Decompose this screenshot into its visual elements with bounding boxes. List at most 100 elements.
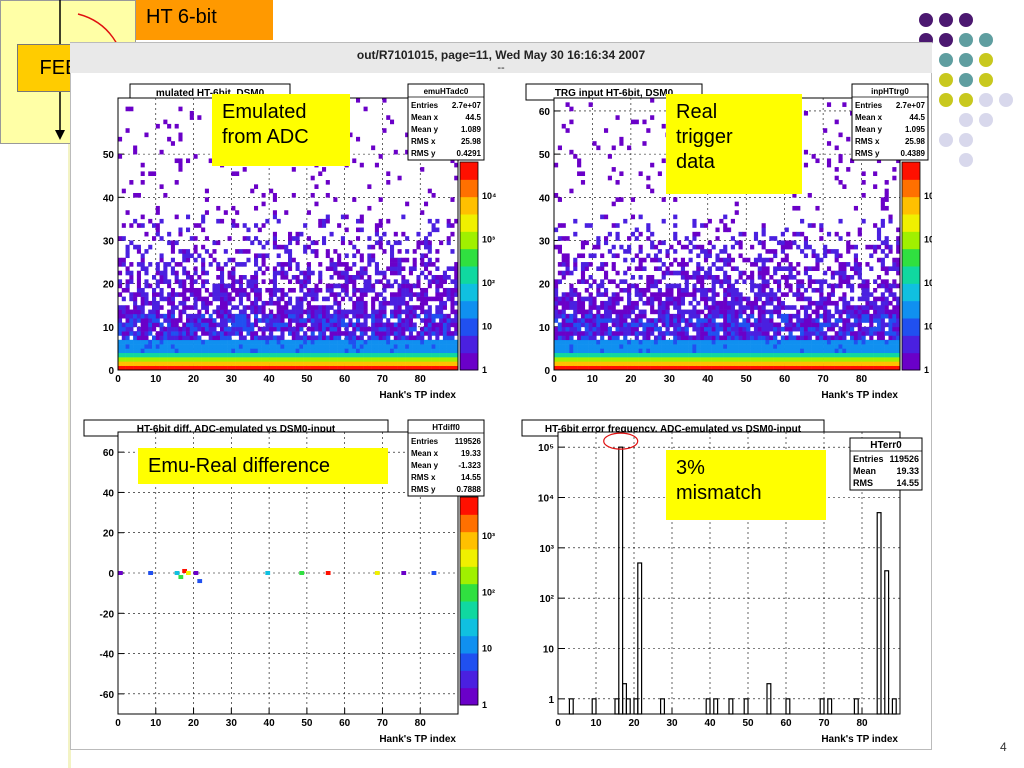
heatmap-cell bbox=[665, 365, 670, 371]
z-color-band bbox=[460, 497, 478, 515]
heatmap-cell bbox=[189, 318, 194, 323]
heatmap-cell bbox=[174, 318, 179, 323]
heatmap-cell bbox=[619, 136, 624, 142]
heatmap-cell bbox=[189, 287, 194, 293]
heatmap-cell bbox=[257, 365, 262, 371]
heatmap-cell bbox=[819, 361, 824, 366]
stats-key: Mean y bbox=[411, 461, 439, 470]
heatmap-cell bbox=[588, 292, 593, 297]
heatmap-cell bbox=[865, 287, 870, 293]
heatmap-cell bbox=[650, 352, 655, 358]
heatmap-cell bbox=[416, 335, 421, 341]
heatmap-cell bbox=[692, 292, 697, 297]
heatmap-cell bbox=[623, 218, 628, 224]
heatmap-cell bbox=[780, 365, 785, 371]
heatmap-cell bbox=[727, 361, 732, 366]
heatmap-cell bbox=[673, 296, 678, 302]
heatmap-cell bbox=[738, 231, 743, 237]
heatmap-cell bbox=[873, 184, 878, 189]
heatmap-cell bbox=[310, 331, 315, 336]
heatmap-cell bbox=[227, 275, 232, 280]
heatmap-cell bbox=[378, 309, 383, 315]
heatmap-cell bbox=[186, 227, 191, 233]
heatmap-cell bbox=[615, 339, 620, 345]
heatmap-cell bbox=[235, 357, 240, 362]
heatmap-cell bbox=[295, 300, 300, 306]
heatmap-cell bbox=[738, 253, 743, 259]
heatmap-cell bbox=[742, 309, 747, 315]
heatmap-cell bbox=[850, 244, 855, 250]
heatmap-cell bbox=[291, 335, 296, 341]
heatmap-cell bbox=[661, 365, 666, 371]
heatmap-cell bbox=[393, 326, 398, 332]
heatmap-cell bbox=[223, 262, 228, 267]
heatmap-cell bbox=[250, 365, 255, 371]
heatmap-cell bbox=[869, 322, 874, 328]
heatmap-cell bbox=[842, 322, 847, 328]
heatmap-cell bbox=[750, 352, 755, 358]
heatmap-cell bbox=[892, 322, 897, 328]
heatmap-cell bbox=[378, 344, 383, 349]
heatmap-cell bbox=[715, 300, 720, 306]
heatmap-cell bbox=[174, 214, 179, 220]
heatmap-cell bbox=[223, 309, 228, 315]
heatmap-cell bbox=[238, 344, 243, 349]
heatmap-cell bbox=[565, 352, 570, 358]
heatmap-cell bbox=[811, 352, 816, 358]
z-color-band bbox=[902, 283, 920, 302]
root-canvas-header bbox=[70, 43, 932, 73]
heatmap-cell bbox=[580, 357, 586, 362]
heatmap-cell bbox=[159, 361, 164, 366]
heatmap-cell bbox=[830, 335, 835, 341]
heatmap-cell bbox=[603, 214, 609, 220]
heatmap-cell bbox=[382, 98, 387, 103]
heatmap-cell bbox=[238, 326, 243, 332]
heatmap-cell bbox=[223, 283, 228, 289]
heatmap-cell bbox=[246, 357, 251, 362]
heatmap-cell bbox=[216, 266, 221, 271]
heatmap-cell bbox=[439, 279, 444, 284]
heatmap-cell bbox=[653, 326, 659, 332]
heatmap-cell bbox=[796, 283, 801, 289]
heatmap-cell bbox=[669, 262, 674, 267]
y-tick-label: 20 bbox=[103, 529, 115, 540]
heatmap-cell bbox=[197, 322, 202, 328]
heatmap-cell bbox=[178, 357, 183, 362]
heatmap-cell bbox=[238, 335, 243, 341]
decor-dot bbox=[979, 113, 993, 127]
heatmap-cell bbox=[401, 292, 406, 297]
heatmap-cell bbox=[627, 339, 632, 345]
heatmap-cell bbox=[580, 335, 586, 341]
heatmap-cell bbox=[416, 361, 421, 366]
heatmap-cell bbox=[711, 292, 716, 297]
heatmap-cell bbox=[431, 357, 436, 362]
x-tick-label: 80 bbox=[415, 718, 427, 729]
heatmap-cell bbox=[565, 296, 570, 302]
heatmap-cell bbox=[615, 309, 620, 315]
heatmap-cell bbox=[761, 335, 766, 341]
heatmap-cell bbox=[193, 318, 198, 323]
plot-frame-top bbox=[557, 431, 901, 715]
heatmap-cell bbox=[152, 365, 157, 371]
heatmap-cell bbox=[634, 266, 639, 271]
heatmap-cell bbox=[220, 309, 225, 315]
heatmap-cell bbox=[627, 300, 632, 306]
heatmap-cell bbox=[842, 348, 847, 354]
heatmap-cell bbox=[208, 344, 213, 349]
heatmap-cell bbox=[276, 335, 281, 341]
heatmap-cell bbox=[246, 283, 251, 289]
stats-value: 25.98 bbox=[905, 137, 926, 146]
heatmap-cell bbox=[299, 361, 304, 366]
heatmap-cell bbox=[565, 266, 570, 271]
heatmap-cell bbox=[401, 339, 406, 345]
heatmap-cell bbox=[412, 292, 417, 297]
heatmap-cell bbox=[834, 348, 839, 354]
heatmap-cell bbox=[669, 322, 674, 328]
heatmap-cell bbox=[834, 145, 839, 151]
heatmap-cell bbox=[201, 326, 206, 332]
heatmap-cell bbox=[561, 361, 566, 366]
heatmap-cell bbox=[356, 236, 361, 241]
heatmap-cell bbox=[719, 348, 724, 354]
heatmap-cell bbox=[325, 322, 330, 328]
heatmap-cell bbox=[557, 357, 562, 362]
